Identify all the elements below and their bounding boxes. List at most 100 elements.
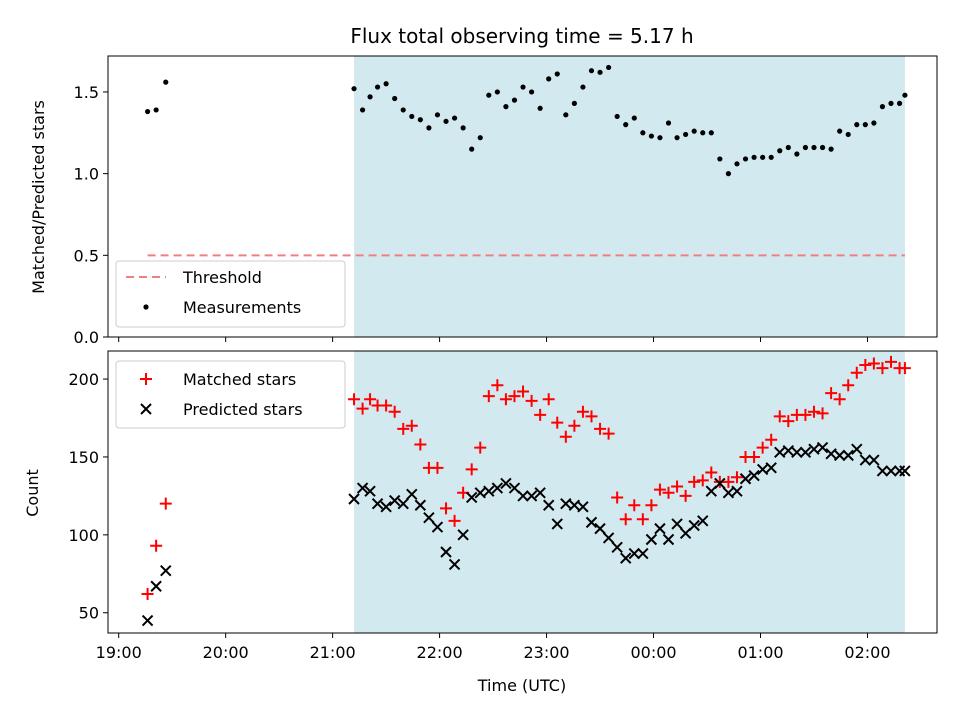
matched-star-point <box>842 379 855 392</box>
top-observing-span <box>354 56 905 337</box>
predicted-star-point <box>525 490 538 502</box>
predicted-star-point <box>517 490 529 502</box>
measurement-point <box>768 154 774 160</box>
measurement-point <box>443 118 449 124</box>
measurement-point <box>520 84 526 90</box>
measurement-point <box>383 81 389 87</box>
measurement-point <box>486 92 492 98</box>
predicted-star-point <box>774 446 786 458</box>
measurement-point <box>409 113 415 120</box>
predicted-star-point <box>356 482 369 494</box>
top-y-tick-label: 1.5 <box>74 83 99 102</box>
measurement-point <box>477 135 483 141</box>
bottom-y-tick-label: 100 <box>68 526 99 545</box>
predicted-star-point <box>364 485 376 497</box>
matched-star-point <box>440 502 453 515</box>
predicted-star-point <box>722 487 735 499</box>
predicted-star-point <box>816 441 829 454</box>
predicted-star-point <box>150 580 162 592</box>
matched-star-point <box>559 430 572 443</box>
predicted-star-point <box>585 516 598 529</box>
predicted-star-point <box>799 446 812 458</box>
measurement-point <box>802 144 809 151</box>
predicted-star-point <box>577 501 589 513</box>
matched-star-point <box>859 359 872 372</box>
matched-star-point <box>568 419 581 432</box>
chart-title: Flux total observing time = 5.17 h <box>350 24 693 48</box>
top-y-tick-label: 0.0 <box>74 328 99 347</box>
matched-star-point <box>482 390 495 403</box>
measurement-point <box>760 154 766 160</box>
measurement-point <box>854 122 860 128</box>
predicted-star-point <box>876 465 889 477</box>
top-legend: Threshold Measurements <box>115 260 346 328</box>
measurement-point <box>392 95 398 102</box>
matched-star-point <box>141 588 154 601</box>
measurement-point <box>451 115 458 121</box>
bottom-y-tick-label: 150 <box>68 448 99 467</box>
measurement-point <box>426 125 432 131</box>
matched-star-point <box>356 402 369 415</box>
predicted-star-point <box>756 463 769 476</box>
matched-star-point <box>662 486 675 499</box>
measurement-point <box>597 69 603 75</box>
matched-star-point <box>474 441 487 454</box>
predicted-star-point <box>637 547 649 560</box>
measurement-point <box>528 89 535 95</box>
matched-star-point <box>348 393 361 406</box>
measurement-point <box>494 89 500 95</box>
predicted-star-point <box>474 487 486 499</box>
matched-star-point <box>628 499 641 512</box>
bottom-y-axis-label: Count <box>23 469 42 517</box>
measurement-point <box>691 128 697 134</box>
measurement-point <box>811 144 817 151</box>
predicted-star-point <box>406 488 418 501</box>
measurement-point <box>359 107 366 113</box>
measurement-point <box>828 146 834 152</box>
measurement-point <box>751 154 757 160</box>
predicted-star-point <box>808 443 820 455</box>
legend-measurements-label: Measurements <box>183 298 301 317</box>
legend-threshold-label: Threshold <box>182 268 262 287</box>
predicted-star-point <box>534 487 546 499</box>
top-y-tick-label: 1.0 <box>74 165 99 184</box>
predicted-star-point <box>457 529 469 541</box>
matched-star-point <box>364 393 377 406</box>
measurement-points <box>144 64 908 177</box>
top-y-ticks: 0.0 0.5 1.0 1.5 <box>74 83 108 347</box>
predicted-star-point <box>465 491 478 504</box>
bottom-observing-span <box>354 351 905 633</box>
predicted-star-point <box>611 541 623 554</box>
matched-star-point <box>833 393 846 406</box>
predicted-star-point <box>731 485 743 497</box>
measurement-point <box>794 151 800 157</box>
count-panel: 50 100 150 200 19:00 20:00 21:00 22:00 23:00 00:… <box>23 350 938 695</box>
predicted-star-point <box>388 494 401 507</box>
measurement-point <box>144 108 151 115</box>
measurement-point <box>374 84 381 90</box>
predicted-star-point <box>654 522 666 535</box>
matched-star-point <box>499 393 512 406</box>
measurement-point <box>469 146 475 152</box>
measurement-point <box>879 104 886 110</box>
predicted-star-point <box>628 547 640 560</box>
matched-star-point <box>619 513 632 526</box>
predicted-star-point <box>440 546 452 558</box>
legend-matched-swatch <box>140 373 152 385</box>
x-tick-label: 19:00 <box>96 643 142 662</box>
bottom-axes-frame <box>107 350 938 634</box>
matched-star-point <box>876 362 889 375</box>
measurement-point <box>623 122 629 128</box>
matched-star-point <box>508 390 521 403</box>
measurement-point <box>888 100 894 106</box>
predicted-star-point <box>371 497 384 510</box>
matched-star-point <box>799 408 812 421</box>
predicted-star-point <box>397 497 409 510</box>
matched-star-point <box>748 450 761 463</box>
matched-star-point <box>679 489 692 502</box>
matched-star-point <box>602 427 615 440</box>
predicted-star-point <box>560 497 572 510</box>
predicted-star-point <box>697 515 709 527</box>
predicted-star-point <box>160 564 172 577</box>
